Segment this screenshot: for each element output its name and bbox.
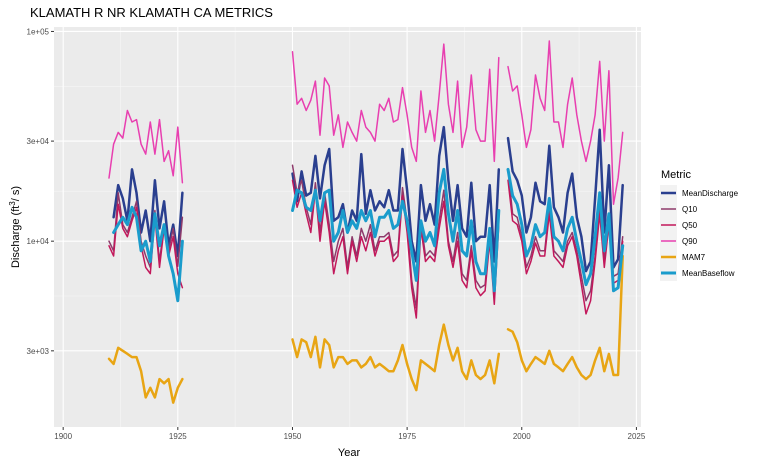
y-axis: 3e+03 1e+04 3e+04 1e+05 — [27, 27, 54, 356]
series-line-meanbaseflow — [112, 205, 184, 303]
legend-label-meandischarge: MeanDischarge — [682, 189, 739, 198]
x-tick-label: 2000 — [513, 432, 531, 441]
series-line-q10 — [108, 192, 184, 269]
series-line-meandischarge — [506, 128, 624, 273]
x-tick-label: 1950 — [284, 432, 302, 441]
x-tick-label: 1925 — [169, 432, 187, 441]
series-line-q10 — [291, 164, 500, 309]
legend-title: Metric — [661, 169, 691, 181]
series-line-mam7 — [291, 323, 501, 392]
series-line-q50 — [291, 179, 500, 319]
legend-label-mam7: MAM7 — [682, 253, 706, 262]
legend-label-q50: Q50 — [682, 221, 698, 230]
legend-label-q10: Q10 — [682, 205, 698, 214]
series-meandischarge — [112, 125, 624, 273]
x-tick-label: 1900 — [54, 432, 72, 441]
x-axis: 1900 1925 1950 1975 2000 2025 — [54, 427, 646, 441]
x-tick-label: 2025 — [628, 432, 646, 441]
y-axis-title-base: Discharge (ft — [10, 206, 22, 268]
series-line-mam7 — [506, 254, 624, 381]
y-tick-label: 3e+04 — [27, 137, 50, 146]
x-axis-title: Year — [338, 447, 361, 459]
series-lines — [107, 40, 625, 404]
series-line-mam7 — [107, 346, 184, 404]
series-mam7 — [107, 254, 624, 404]
chart-title: KLAMATH R NR KLAMATH CA METRICS — [30, 5, 273, 20]
y-tick-label: 3e+03 — [27, 347, 50, 356]
series-line-meandischarge — [112, 168, 184, 258]
series-line-meanbaseflow — [291, 167, 501, 293]
series-line-q90 — [108, 109, 184, 184]
y-axis-title-superscript: 3 — [8, 201, 17, 206]
series-line-q90 — [291, 43, 500, 163]
series-line-meandischarge — [291, 125, 501, 263]
y-tick-label: 1e+05 — [27, 27, 50, 36]
legend-label-q90: Q90 — [682, 237, 698, 246]
series-line-q50 — [507, 179, 624, 315]
legend: Metric MeanDischarge Q10 Q50 Q90 MAM7 MeanBas… — [660, 169, 739, 281]
y-axis-title-tail: / s) — [10, 186, 22, 201]
series-line-meanbaseflow — [506, 167, 625, 293]
y-tick-label: 1e+04 — [27, 237, 50, 246]
series-q90 — [108, 40, 624, 205]
series-meanbaseflow — [112, 167, 625, 303]
legend-label-meanbaseflow: MeanBaseflow — [682, 269, 735, 278]
series-line-q90 — [507, 40, 624, 205]
x-tick-label: 1975 — [398, 432, 416, 441]
y-axis-title: Discharge (ft3/ s) — [8, 186, 22, 268]
